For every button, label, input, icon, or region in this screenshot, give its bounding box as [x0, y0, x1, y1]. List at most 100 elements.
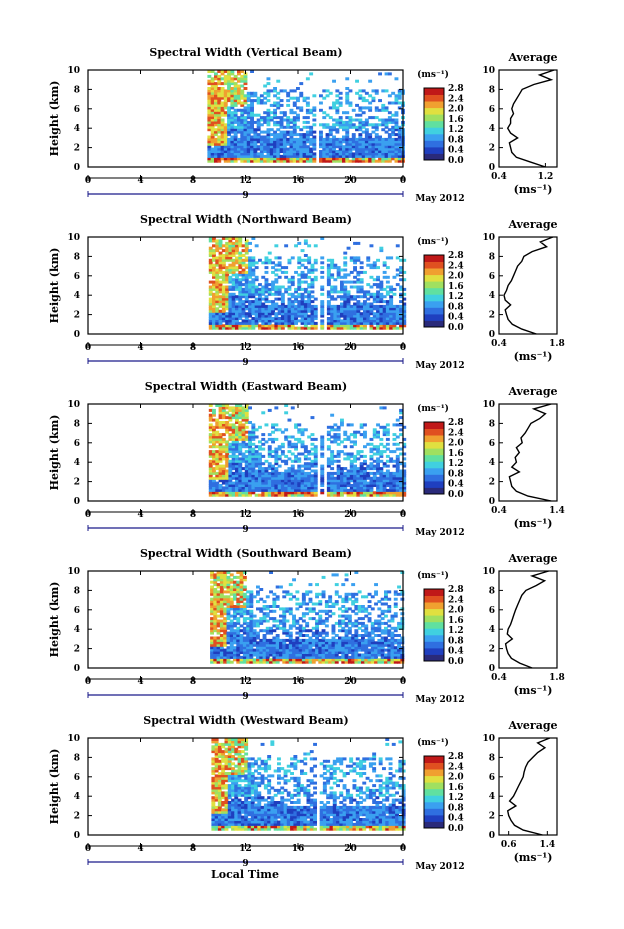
heatmap-cell — [302, 135, 307, 139]
heatmap-cell — [353, 258, 357, 262]
heatmap-cell — [318, 631, 323, 635]
heatmap-cell — [310, 317, 315, 320]
heatmap-cell — [238, 297, 243, 301]
heatmap-cell — [233, 154, 238, 158]
heatmap-cell — [252, 595, 257, 599]
colorbar-swatch — [424, 268, 444, 276]
heatmap-cell — [221, 270, 226, 274]
heatmap-cell — [241, 484, 246, 487]
heatmap-cell — [359, 319, 364, 323]
heatmap-cell — [233, 101, 238, 105]
heatmap-cell — [399, 471, 403, 475]
heatmap-cell — [343, 317, 348, 320]
heatmap-cell — [265, 595, 270, 599]
heatmap-cell — [237, 70, 241, 73]
heatmap-cell — [292, 638, 296, 642]
heatmap-cell — [389, 300, 394, 304]
heatmap-cell — [330, 450, 335, 454]
colorbar-tick-label: 2.4 — [448, 428, 464, 438]
heatmap-cell — [279, 651, 283, 654]
heatmap-cell — [288, 655, 293, 659]
heatmap-cell — [246, 108, 251, 112]
heatmap-cell — [320, 479, 325, 483]
heatmap-cell — [217, 142, 222, 146]
heatmap-cell — [326, 462, 331, 466]
heatmap-cell — [333, 278, 338, 282]
heatmap-cell — [303, 493, 308, 497]
heatmap-cell — [231, 467, 236, 471]
heatmap-cell — [361, 159, 366, 163]
heatmap-cell — [353, 326, 357, 330]
heatmap-cell — [336, 469, 341, 473]
heatmap-cell — [297, 309, 302, 313]
heatmap-cell — [227, 111, 231, 115]
heatmap-cell — [218, 256, 223, 260]
heatmap-cell — [359, 266, 364, 270]
heatmap-cell — [361, 130, 366, 134]
heatmap-cell — [256, 128, 261, 132]
heatmap-cell — [251, 283, 256, 287]
x-tick-label: 20 — [344, 176, 357, 186]
heatmap-cell — [324, 660, 329, 664]
heatmap-cell — [376, 467, 380, 471]
heatmap-cell — [315, 658, 319, 662]
heatmap-cell — [212, 287, 216, 291]
heatmap-cell — [294, 447, 298, 451]
heatmap-cell — [265, 653, 270, 657]
heatmap-cell — [228, 241, 233, 245]
heatmap-cell — [359, 287, 364, 291]
heatmap-cell — [391, 140, 396, 144]
heatmap-cell — [252, 651, 257, 654]
heatmap-cell — [215, 418, 220, 422]
heatmap-cell — [256, 636, 260, 640]
heatmap-cell — [223, 658, 228, 662]
heatmap-cell — [333, 312, 338, 316]
heatmap-cell — [213, 621, 218, 625]
heatmap-cell — [392, 450, 397, 454]
heatmap-cell — [227, 120, 231, 124]
heatmap-cell — [242, 592, 247, 596]
heatmap-cell — [239, 658, 244, 662]
heatmap-cell — [310, 479, 315, 483]
heatmap-cell — [324, 648, 329, 652]
y-tick-label: 4 — [74, 124, 80, 134]
average-profile-line — [508, 403, 552, 502]
heatmap-cell — [335, 94, 340, 98]
heatmap-cell — [217, 128, 222, 132]
heatmap-cell — [336, 428, 341, 432]
heatmap-cell — [244, 450, 249, 454]
heatmap-cell — [379, 319, 384, 323]
heatmap-cell — [374, 159, 379, 163]
heatmap-cell — [259, 641, 264, 645]
heatmap-cell — [210, 77, 215, 81]
heatmap-cell — [254, 452, 259, 456]
heatmap-cell — [226, 583, 231, 587]
heatmap-cell — [279, 646, 283, 650]
heatmap-cell — [351, 157, 356, 161]
heatmap-cell — [225, 486, 230, 490]
heatmap-cell — [358, 89, 363, 93]
heatmap-cell — [233, 588, 237, 591]
heatmap-cell — [228, 237, 233, 240]
heatmap-cell — [382, 471, 387, 475]
heatmap-cell — [263, 154, 268, 158]
heatmap-cell — [235, 244, 239, 248]
heatmap-cell — [374, 89, 379, 93]
x-tick-label: 0 — [400, 510, 406, 520]
heatmap-cell — [338, 152, 343, 156]
heatmap-cell — [271, 324, 275, 328]
heatmap-cell — [266, 147, 271, 151]
heatmap-cell — [307, 474, 312, 478]
heatmap-cell — [233, 111, 238, 115]
heatmap-cell — [395, 467, 400, 471]
heatmap-cell — [307, 488, 312, 492]
heatmap-cell — [215, 268, 220, 272]
heatmap-cell — [297, 437, 302, 441]
colorbar — [424, 255, 444, 328]
heatmap-cell — [230, 89, 235, 93]
heatmap-cell — [389, 486, 394, 490]
heatmap-cell — [229, 605, 234, 608]
heatmap-cell — [274, 285, 279, 289]
heatmap-cell — [272, 617, 277, 621]
avg-x-tick-label: 1.2 — [538, 172, 554, 182]
